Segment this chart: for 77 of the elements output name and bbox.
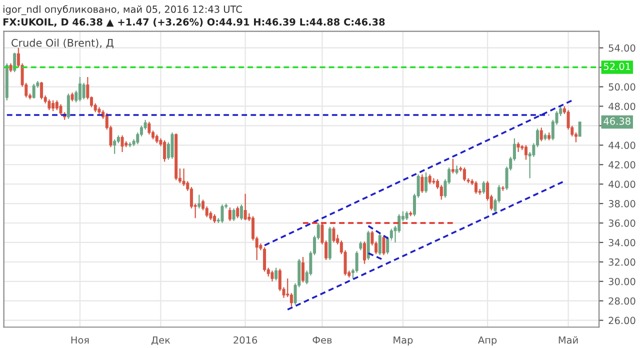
candlestick — [440, 184, 443, 200]
candlestick — [13, 52, 16, 73]
y-tick-label: 30.00 — [608, 278, 636, 286]
y-tick-label: 28.00 — [608, 297, 636, 305]
candlestick — [220, 204, 224, 224]
candlestick — [482, 180, 486, 194]
x-tick-label: Фев — [312, 336, 332, 344]
text: 46.38 — [604, 117, 630, 125]
candlestick — [163, 140, 166, 162]
candlestick — [362, 240, 366, 264]
candlestick — [113, 138, 116, 154]
candlestick — [32, 83, 36, 100]
y-tick-label: 34.00 — [608, 238, 636, 246]
x-tick-label: 2016 — [234, 336, 258, 344]
x-tick-label: Ноя — [71, 336, 89, 344]
candlestick — [40, 81, 44, 100]
y-tick-label: 32.00 — [608, 258, 636, 266]
candlestick — [420, 174, 424, 194]
y-tick-label: 48.00 — [608, 102, 636, 110]
chart-title: igor_ndl опубликовано, май 05, 2016 12:43 UTC — [3, 5, 242, 16]
candlestick — [386, 236, 390, 255]
candlestick — [170, 132, 174, 160]
candlestick — [190, 186, 193, 209]
candlestick — [270, 270, 274, 282]
candlestick — [378, 233, 382, 256]
x-tick-label: Апр — [478, 336, 497, 346]
candlestick — [148, 121, 151, 136]
candlestick — [290, 292, 293, 308]
candlestick — [244, 193, 247, 221]
candlestick — [390, 228, 393, 240]
candlestick — [540, 127, 543, 142]
candlestick — [198, 194, 201, 209]
candlestick — [578, 121, 582, 138]
candlestick — [136, 132, 140, 145]
candlestick — [228, 206, 232, 222]
y-tick-label: 54.00 — [608, 44, 636, 52]
candlestick — [120, 134, 124, 153]
ref-line-label: 52.01 — [604, 62, 630, 70]
candlestick — [424, 172, 428, 194]
candlestick — [236, 206, 240, 219]
candlestick — [516, 142, 520, 153]
y-tick-label: 50.00 — [608, 83, 636, 91]
candlestick — [66, 93, 70, 120]
candlestick — [240, 204, 243, 221]
x-tick-label: Май — [558, 336, 578, 344]
y-tick-label: 38.00 — [608, 200, 636, 208]
candlestick — [263, 246, 266, 272]
candlestick — [462, 166, 466, 182]
y-tick-label: 42.00 — [608, 161, 636, 168]
y-tick-label: 26.00 — [608, 316, 636, 324]
candlestick — [332, 226, 336, 244]
candlestick — [382, 235, 386, 256]
candlestick — [205, 206, 208, 218]
candlestick — [274, 267, 278, 281]
y-tick-label: 44.00 — [608, 142, 636, 149]
x-tick-label: Мар — [394, 336, 413, 346]
y-tick-label: 36.00 — [608, 219, 636, 227]
candlestick — [52, 100, 55, 112]
candlestick — [451, 158, 454, 174]
candlestick — [78, 76, 82, 102]
annotation: Crude Oil (Brent), Д — [12, 38, 114, 48]
candlestick — [474, 180, 478, 194]
candlestick — [524, 144, 528, 160]
y-tick-label: 40.00 — [608, 180, 636, 188]
candlestick — [574, 132, 578, 143]
candlestick — [432, 178, 436, 185]
chart-subtitle: FX:UKOIL, D 46.38 ▲ +1.47 (+3.26%) O:44.91 H:46.39 L:44.88 C:46.38 — [3, 18, 385, 27]
candlestick — [59, 104, 62, 116]
candlestick — [182, 168, 186, 187]
x-tick-label: Дек — [151, 336, 170, 346]
candlestick — [48, 98, 51, 111]
candlestick — [355, 250, 358, 274]
candlestick — [301, 256, 304, 283]
candlestick — [82, 82, 86, 100]
candlestick — [55, 100, 58, 111]
candlestick — [428, 174, 432, 185]
candlestick — [232, 208, 236, 222]
